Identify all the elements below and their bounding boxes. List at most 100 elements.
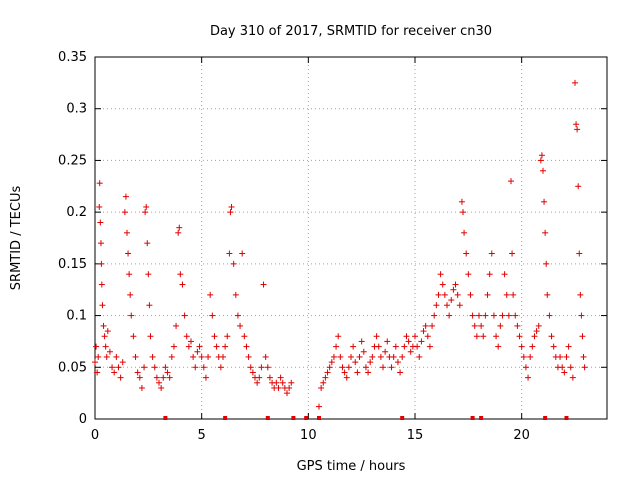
data-point (544, 291, 551, 298)
data-point (96, 180, 103, 187)
grid-lines (95, 57, 607, 419)
data-point (130, 333, 137, 340)
data-point (175, 229, 182, 236)
data-point (136, 374, 143, 381)
data-point (220, 353, 226, 360)
gap-markers (163, 416, 569, 420)
data-point (241, 333, 248, 340)
data-point (375, 343, 382, 350)
data-point (414, 343, 421, 350)
data-point (367, 359, 374, 366)
data-point (394, 359, 401, 366)
data-point (284, 390, 290, 397)
data-point (577, 291, 584, 298)
data-point (286, 384, 293, 391)
x-tick-label: 5 (198, 428, 206, 443)
data-point (115, 364, 122, 371)
data-point (227, 209, 234, 216)
y-tick-label: 0.35 (58, 50, 87, 65)
data-point (324, 369, 331, 376)
data-point (538, 152, 545, 159)
data-point (160, 374, 167, 381)
data-point (153, 374, 160, 381)
data-point (365, 369, 372, 376)
gap-marker (265, 416, 270, 420)
data-point (147, 333, 154, 340)
data-point (151, 364, 158, 371)
data-point (224, 333, 231, 340)
data-point (202, 374, 209, 381)
data-point (420, 328, 427, 335)
data-point (403, 333, 410, 340)
data-point (254, 379, 261, 386)
data-point (407, 348, 414, 355)
data-point (525, 374, 532, 381)
gap-marker (304, 416, 309, 420)
data-point (134, 369, 141, 376)
data-point (567, 364, 574, 371)
data-point (546, 312, 553, 319)
data-point (508, 178, 514, 185)
data-point (426, 343, 433, 350)
data-point (109, 364, 116, 371)
data-point (176, 224, 183, 231)
data-point (578, 312, 585, 319)
data-point (260, 281, 267, 288)
data-point (576, 250, 583, 257)
data-point (499, 312, 506, 319)
gap-marker (163, 416, 168, 420)
data-point (277, 374, 284, 381)
data-point (435, 291, 442, 298)
data-point (102, 343, 109, 350)
data-point (512, 312, 519, 319)
data-point (505, 312, 512, 319)
axis-ticks: 0 0.05 0.1 0.15 0.2 0.25 0.3 0.35 0 5 10 15 20 (58, 50, 607, 443)
chart-title: Day 310 of 2017, SRMTID for receiver cn3… (210, 24, 492, 39)
data-point (573, 121, 580, 128)
data-point (575, 183, 582, 190)
data-point (533, 328, 540, 335)
data-point (405, 338, 412, 345)
data-point (471, 322, 478, 329)
data-point (461, 229, 468, 236)
data-point (520, 353, 527, 360)
data-point (373, 333, 380, 340)
data-point (245, 353, 252, 360)
data-point (185, 343, 192, 350)
data-point (234, 312, 241, 319)
data-point (93, 343, 100, 350)
data-point (138, 384, 145, 391)
data-point (561, 369, 568, 376)
data-point (97, 240, 104, 247)
data-point (348, 353, 354, 360)
data-point (467, 291, 474, 298)
data-point (273, 379, 280, 386)
data-point (243, 343, 250, 350)
data-point (239, 250, 246, 257)
data-point (262, 353, 269, 360)
x-tick-label: 0 (91, 428, 99, 443)
data-point (177, 271, 184, 278)
data-point (412, 333, 418, 340)
data-point (111, 369, 118, 376)
data-point (335, 333, 342, 340)
data-point (100, 322, 107, 329)
data-point (337, 353, 344, 360)
data-point (518, 343, 525, 350)
data-point (486, 271, 493, 278)
data-point (350, 343, 357, 350)
data-point (516, 333, 523, 340)
data-point (448, 297, 455, 304)
data-point (439, 281, 446, 288)
data-point (543, 260, 550, 267)
y-tick-label: 0.05 (58, 360, 87, 375)
data-point (122, 193, 129, 200)
data-point (95, 353, 102, 360)
data-point (509, 250, 516, 257)
data-point (192, 364, 199, 371)
data-point (333, 343, 340, 350)
data-point (166, 374, 173, 381)
data-point (168, 353, 175, 360)
data-point (141, 364, 148, 371)
data-point (162, 364, 169, 371)
